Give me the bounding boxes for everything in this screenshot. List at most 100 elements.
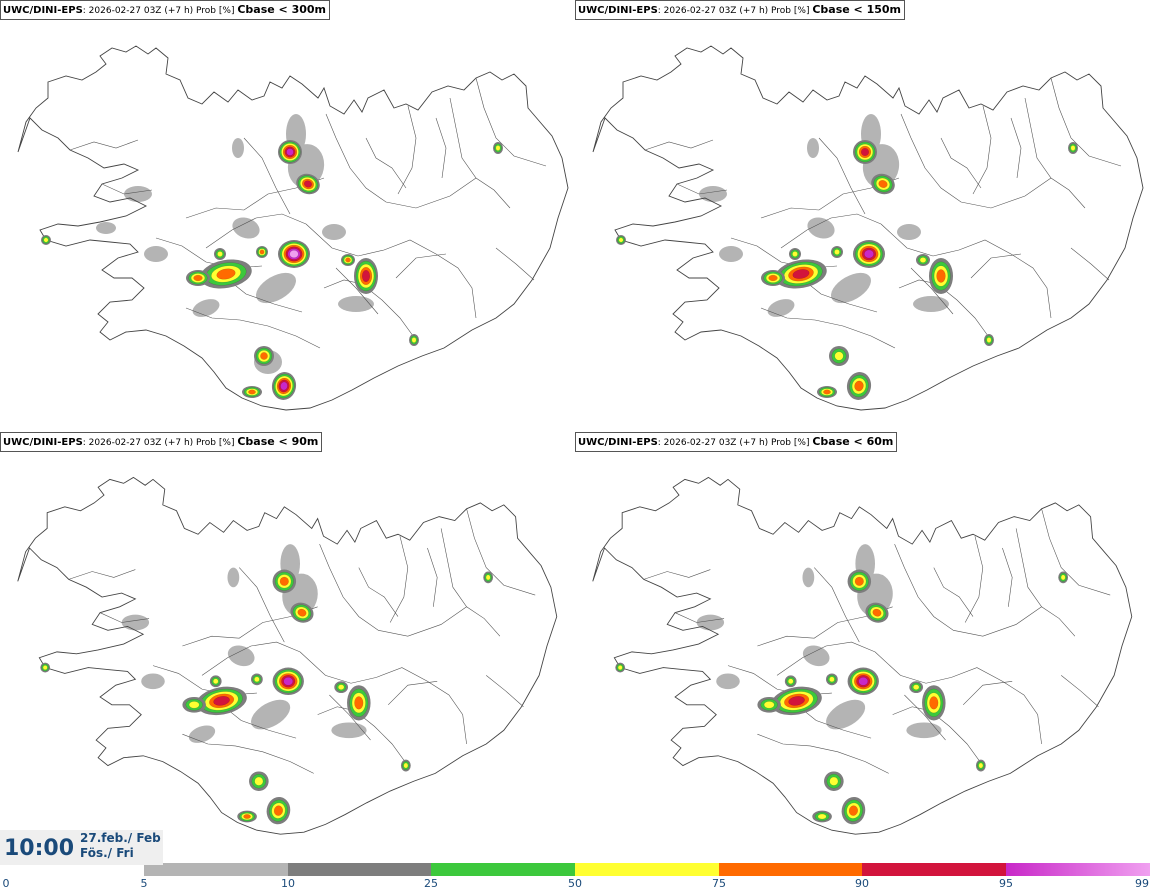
probability-contour [792, 269, 810, 279]
probability-contour [861, 147, 870, 156]
colorbar-tick-label: 75 [712, 877, 726, 890]
cloud-base-criterion: Cbase < 300m [237, 3, 327, 16]
probability-cell [196, 686, 247, 716]
probability-contour [1070, 145, 1076, 151]
probability-cell [975, 759, 986, 772]
region-boundary [894, 543, 1042, 637]
probability-cell [354, 258, 378, 294]
region-boundary [358, 567, 399, 617]
probability-contour [829, 776, 839, 786]
region-boundary [225, 277, 303, 313]
probability-cell [929, 258, 953, 294]
region-boundary [1070, 247, 1110, 281]
region-boundary [335, 267, 379, 315]
probability-contour [792, 251, 798, 257]
region-boundary [674, 612, 725, 623]
panel-title: UWC/DINI-EPS: 2026-02-27 03Z (+7 h) Prob… [0, 432, 323, 452]
low-probability-patch [227, 645, 255, 667]
region-boundary [1050, 77, 1122, 167]
probability-cell [278, 140, 302, 164]
low-probability-patch [188, 725, 216, 743]
region-boundary [466, 508, 536, 596]
region-boundary [1002, 547, 1013, 607]
region-boundary [205, 213, 307, 249]
colorbar-tick-label: 95 [999, 877, 1013, 890]
probability-contour [213, 696, 230, 706]
region-boundary [495, 247, 535, 281]
probability-contour [297, 608, 307, 617]
probability-cell [1068, 142, 1078, 154]
iceland-map [17, 476, 558, 835]
region-boundary [397, 105, 417, 195]
region-boundary [962, 680, 1013, 706]
colorbar-segment [144, 863, 288, 876]
low-probability-patch [144, 246, 168, 262]
region-boundary [904, 694, 946, 741]
region-boundary [435, 117, 447, 179]
region-boundary [1061, 675, 1099, 707]
probability-contour [829, 676, 835, 683]
probability-cell [761, 270, 785, 286]
probability-contour [854, 380, 864, 392]
low-probability-patch [338, 296, 374, 312]
probability-cell [266, 796, 291, 825]
region-boundary [796, 704, 872, 739]
cloud-base-criterion: Cbase < 60m [812, 435, 894, 448]
region-boundary [201, 641, 301, 676]
region-boundary [427, 547, 438, 607]
probability-cell [789, 248, 801, 260]
probability-cell [400, 759, 411, 772]
model-source: UWC/DINI-EPS [3, 5, 83, 16]
region-boundary [814, 567, 860, 643]
probability-cell [41, 235, 51, 245]
low-probability-patch [696, 614, 725, 631]
valid-time-box: 10:00 27.feb./ Feb Fös./ Fri [0, 830, 163, 865]
probability-cell [271, 372, 297, 400]
region-boundary [325, 113, 477, 209]
probability-cell [200, 259, 252, 289]
probability-cell [249, 771, 269, 792]
probability-contour [919, 257, 927, 263]
region-boundary [319, 543, 467, 637]
map-layer [592, 45, 1144, 411]
region-boundary [1010, 117, 1022, 179]
region-boundary [239, 567, 285, 643]
probability-contour [362, 269, 371, 282]
low-probability-patch [232, 138, 244, 158]
probability-contour [936, 269, 946, 283]
low-probability-patch [124, 186, 152, 202]
colorbar-tick-label: 99 [1135, 877, 1149, 890]
colorbar-segment [575, 863, 719, 876]
probability-cell [278, 240, 310, 268]
region-boundary [185, 307, 321, 349]
low-probability-patch [913, 296, 949, 312]
probability-cell [334, 681, 349, 694]
region-boundary [900, 113, 1052, 209]
region-boundary [449, 97, 511, 209]
probability-contour [858, 677, 869, 686]
colorbar-segment [862, 863, 1006, 876]
probability-contour [289, 249, 299, 258]
probability-contour [834, 249, 840, 255]
region-boundary [243, 137, 291, 215]
probability-cell [209, 675, 222, 688]
probability-cell [1058, 571, 1069, 584]
cloud-base-criterion: Cbase < 90m [237, 435, 319, 448]
probability-contour [878, 180, 888, 188]
probability-cell [272, 667, 304, 695]
probability-contour [864, 249, 874, 259]
colorbar-tick-label: 0 [2, 877, 10, 890]
colorbar-segment [288, 863, 431, 876]
probability-cell [237, 810, 257, 823]
map-panel-top-right: UWC/DINI-EPS: 2026-02-27 03Z (+7 h) Prob… [575, 0, 1150, 430]
low-probability-patch [251, 699, 291, 730]
region-boundary [757, 733, 889, 774]
probability-cell [829, 346, 849, 366]
panel-title: UWC/DINI-EPS: 2026-02-27 03Z (+7 h) Prob… [0, 0, 331, 20]
probability-contour [872, 608, 882, 617]
probability-contour [763, 701, 775, 709]
colorbar-tick-label: 5 [140, 877, 148, 890]
probability-cell [483, 571, 494, 584]
probability-contour [43, 237, 49, 243]
map-panel-bottom-left: UWC/DINI-EPS: 2026-02-27 03Z (+7 h) Prob… [0, 432, 575, 862]
